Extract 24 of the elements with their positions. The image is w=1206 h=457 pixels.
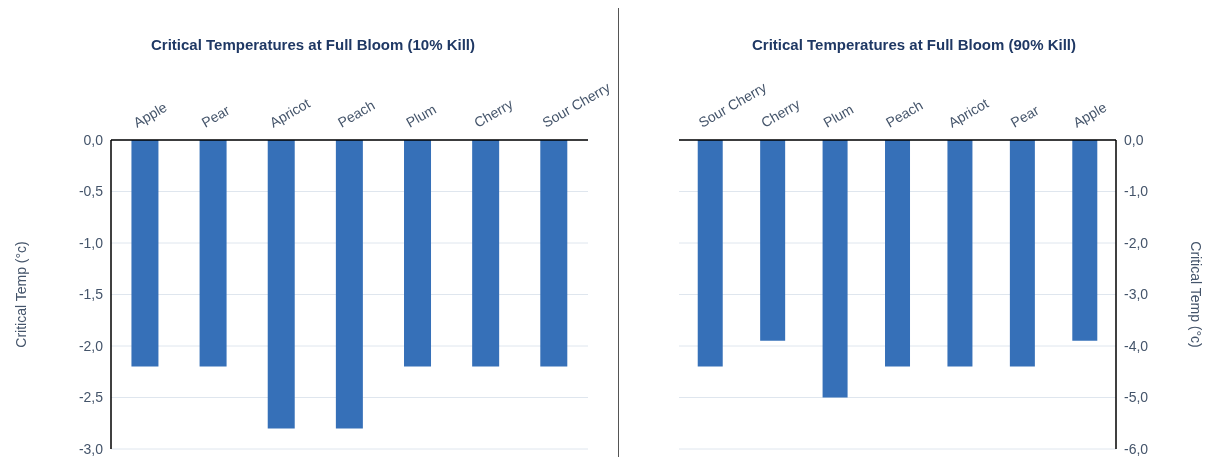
y-tick-label: -0,5 xyxy=(78,183,104,200)
y-tick-label: -1,0 xyxy=(78,234,104,251)
y-tick-label: 0,0 xyxy=(83,131,104,148)
y2-tick-label: 0,0 xyxy=(1124,131,1144,148)
y2-tick-label: -1,0 xyxy=(1124,183,1149,200)
y2-tick-label: -5,0 xyxy=(1124,389,1149,406)
y-axis-title: Critical Temp (°c) xyxy=(12,241,29,348)
x-tick-label: Plum xyxy=(403,100,439,131)
y2-tick-label: -4,0 xyxy=(1124,337,1149,354)
chart-title: Critical Temperatures at Full Bloom (10% Kill) xyxy=(150,36,476,53)
y-tick-label: -1,5 xyxy=(78,286,104,303)
y2-axis-title: Critical Temp (°c) xyxy=(1188,241,1205,348)
y-tick-label: -2,0 xyxy=(78,337,104,354)
x-tick-label: Apple xyxy=(130,98,170,131)
chart-title: Critical Temperatures at Full Bloom (90% Kill) xyxy=(751,36,1077,53)
x-tick-label: Plum xyxy=(820,100,857,131)
y2-tick-label: -3,0 xyxy=(1124,286,1149,303)
y2-tick-label: -2,0 xyxy=(1124,234,1149,251)
x-tick-label: Pear xyxy=(198,101,233,131)
y-tick-label: -3,0 xyxy=(78,440,104,457)
x-tick-label: Apple xyxy=(1070,98,1110,131)
y-tick-label: -2,5 xyxy=(78,389,104,406)
x-tick-label: Pear xyxy=(1007,101,1042,131)
y2-tick-label: -6,0 xyxy=(1124,440,1149,457)
